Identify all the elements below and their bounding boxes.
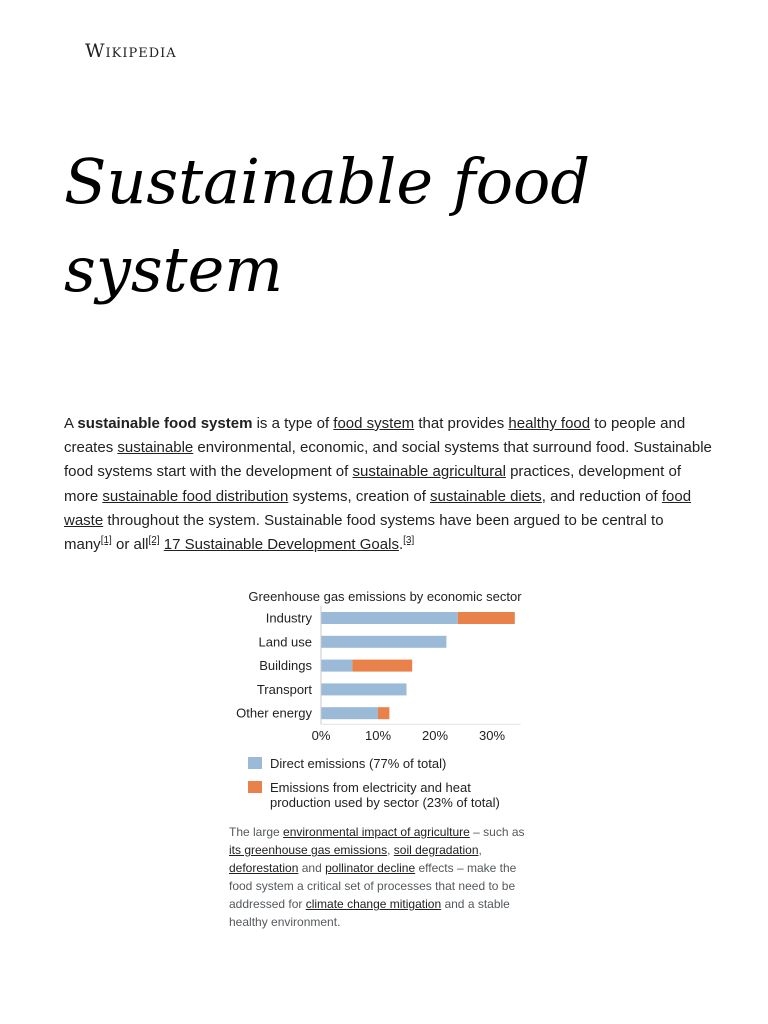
caption-text: and	[298, 861, 326, 875]
link-sustainable-agricultural[interactable]: sustainable agricultural	[352, 463, 506, 481]
wikipedia-logo[interactable]: Wikipedia	[85, 40, 177, 62]
bar-direct	[321, 635, 447, 648]
link-soil-degradation[interactable]: soil degradation	[393, 843, 479, 857]
category-label: Buildings	[259, 658, 312, 673]
caption-text: ,	[387, 843, 394, 857]
link-food-system[interactable]: food system	[333, 415, 415, 432]
emissions-chart[interactable]: Greenhouse gas emissions by economic sec…	[228, 585, 538, 815]
link-ghg-emissions[interactable]: its greenhouse gas emissions	[229, 843, 388, 857]
link-env-impact[interactable]: environmental impact of agriculture	[283, 825, 470, 839]
bar-electricity	[457, 612, 515, 624]
lead-text: that provides	[414, 415, 509, 432]
category-label: Other energy	[236, 706, 312, 721]
link-sustainable-food-distribution[interactable]: sustainable food distribution	[102, 487, 289, 505]
bar-direct	[321, 612, 458, 624]
x-tick-label: 0%	[312, 728, 331, 743]
lead-paragraph: A sustainable food system is a type of f…	[64, 412, 714, 557]
x-tick-label: 30%	[479, 728, 505, 743]
lead-text: , and reduction of	[541, 487, 662, 505]
lead-text: A	[64, 415, 78, 432]
caption-text: and a stable healthy environment.	[229, 897, 510, 929]
reference-link-2[interactable]: [2]	[148, 535, 160, 547]
category-label: Land use	[259, 634, 313, 649]
legend-swatch-direct	[248, 757, 262, 769]
page-title: Sustainable food system	[64, 145, 591, 306]
x-tick-label: 10%	[365, 728, 391, 743]
link-pollinator-decline[interactable]: pollinator decline	[325, 861, 416, 875]
lead-text: practices, development of more	[64, 463, 681, 505]
bar-electricity	[352, 659, 413, 672]
reference-link-3[interactable]: [3]	[403, 535, 415, 547]
lead-text: systems, creation of	[288, 487, 431, 505]
reference-2: [2]	[149, 535, 160, 546]
bar-direct	[321, 707, 378, 720]
caption-text: effects – make the food system a critica…	[229, 861, 517, 911]
lead-text: is a type of	[252, 415, 334, 432]
lead-text: or all	[111, 536, 149, 554]
lead-text: throughout the system. Sustainable food …	[64, 511, 664, 554]
reference-1: [1]	[101, 535, 112, 546]
figure: Greenhouse gas emissions by economic sec…	[228, 585, 538, 931]
legend-label: Emissions from electricity and heat	[270, 780, 471, 795]
bar-direct	[321, 659, 353, 672]
bar-direct	[321, 683, 407, 696]
lead-text: environmental, economic, and social syst…	[64, 439, 712, 481]
legend-swatch-electricity	[248, 781, 262, 793]
legend-label: Direct emissions (77% of total)	[270, 756, 446, 771]
x-tick-label: 20%	[422, 728, 448, 743]
caption-text: The large	[229, 825, 284, 839]
link-climate-mitigation[interactable]: climate change mitigation	[305, 897, 442, 911]
lead-text: to people and creates	[64, 415, 686, 457]
reference-3: [3]	[403, 535, 414, 546]
chart-title: Greenhouse gas emissions by economic sec…	[248, 589, 522, 604]
link-sdg[interactable]: 17 Sustainable Development Goals	[163, 536, 399, 554]
link-sustainable-diets[interactable]: sustainable diets	[430, 487, 542, 505]
link-healthy-food[interactable]: healthy food	[508, 415, 591, 432]
link-deforestation[interactable]: deforestation	[229, 861, 299, 875]
legend-label: production used by sector (23% of total)	[270, 795, 500, 810]
caption-text: ,	[478, 843, 482, 857]
reference-link-1[interactable]: [1]	[100, 535, 112, 547]
link-food-waste[interactable]: food waste	[64, 487, 692, 529]
bar-electricity	[378, 707, 390, 720]
lead-text: .	[398, 536, 404, 554]
lead-bold-term: sustainable food system	[77, 415, 253, 432]
figure-caption: The large environmental impact of agricu…	[229, 823, 539, 931]
category-label: Industry	[266, 611, 313, 626]
link-sustainable[interactable]: sustainable	[117, 439, 194, 457]
caption-text: – such as	[469, 825, 525, 839]
category-label: Transport	[257, 682, 313, 697]
